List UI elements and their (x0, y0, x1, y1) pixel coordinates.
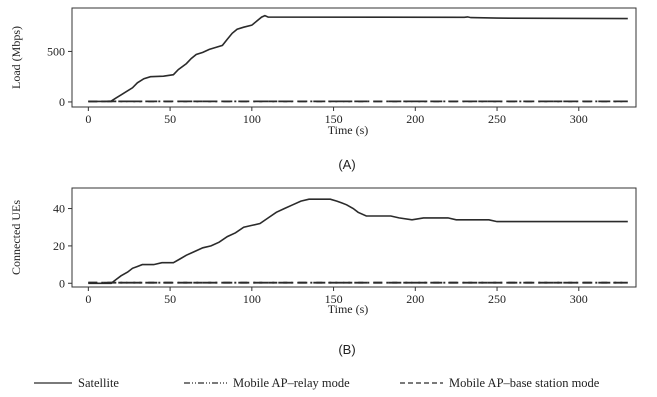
x-tick-label: 150 (325, 112, 343, 126)
x-axis-title: Time (s) (328, 302, 369, 316)
y-tick-label: 20 (53, 239, 65, 253)
series-line-satellite (88, 14, 628, 103)
series-line-satellite (88, 198, 628, 285)
plot-frame (71, 187, 637, 288)
x-tick-label: 300 (570, 292, 588, 306)
legend: Satellite Mobile AP–relay mode Mobile AP… (34, 376, 600, 390)
y-tick-label: 0 (59, 276, 65, 290)
panel-a-caption: (A) (338, 157, 355, 172)
x-tick-label: 50 (164, 292, 176, 306)
legend-label-satellite: Satellite (78, 376, 119, 390)
x-tick-label: 200 (406, 292, 424, 306)
x-tick-label: 0 (85, 292, 91, 306)
x-tick-label: 0 (85, 112, 91, 126)
x-tick-label: 250 (488, 112, 506, 126)
chart-panel-b: 0 50 100 150 200 250 300 0 20 40 Time (s) Connected… (9, 187, 637, 316)
legend-label-relay-mode: Mobile AP–relay mode (233, 376, 350, 390)
x-tick-label: 200 (406, 112, 424, 126)
y-tick-label: 40 (53, 202, 65, 216)
legend-label-base-station-mode: Mobile AP–base station mode (449, 376, 600, 390)
x-tick-label: 100 (243, 112, 261, 126)
x-tick-label: 150 (325, 292, 343, 306)
panel-b-caption: (B) (338, 342, 355, 357)
plot-frame (71, 7, 637, 108)
x-axis-title: Time (s) (328, 123, 369, 137)
y-axis-title: Connected UEs (9, 200, 23, 275)
y-tick-label: 0 (59, 95, 65, 109)
x-tick-label: 300 (570, 112, 588, 126)
chart-panel-a: 0 50 100 150 200 250 300 0 500 Time (s) Load (Mbps… (9, 7, 637, 137)
x-tick-label: 100 (243, 292, 261, 306)
y-axis-title: Load (Mbps) (9, 26, 23, 89)
x-tick-label: 50 (164, 112, 176, 126)
y-tick-label: 500 (47, 44, 65, 58)
x-tick-label: 250 (488, 292, 506, 306)
